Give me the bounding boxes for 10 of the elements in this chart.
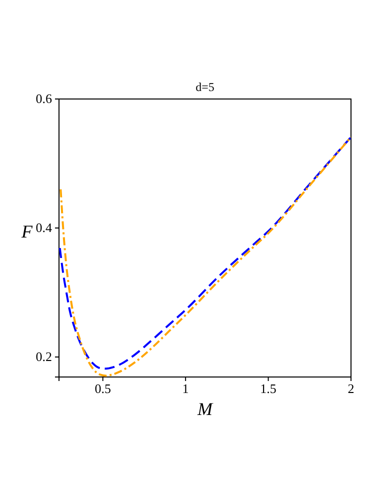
y-axis-title: F [20,222,34,242]
y-tick-label: 0.6 [36,91,52,106]
x-tick-label: 1 [182,381,189,396]
x-tick-label: 1.5 [260,381,276,396]
x-tick-label: 2 [348,381,354,396]
y-tick-label: 0.4 [36,220,52,236]
chart-title: d=5 [196,80,214,94]
x-axis-title: M [196,399,214,419]
y-tick-label: 0.2 [36,349,52,364]
x-tick-label: 0.5 [94,381,111,396]
